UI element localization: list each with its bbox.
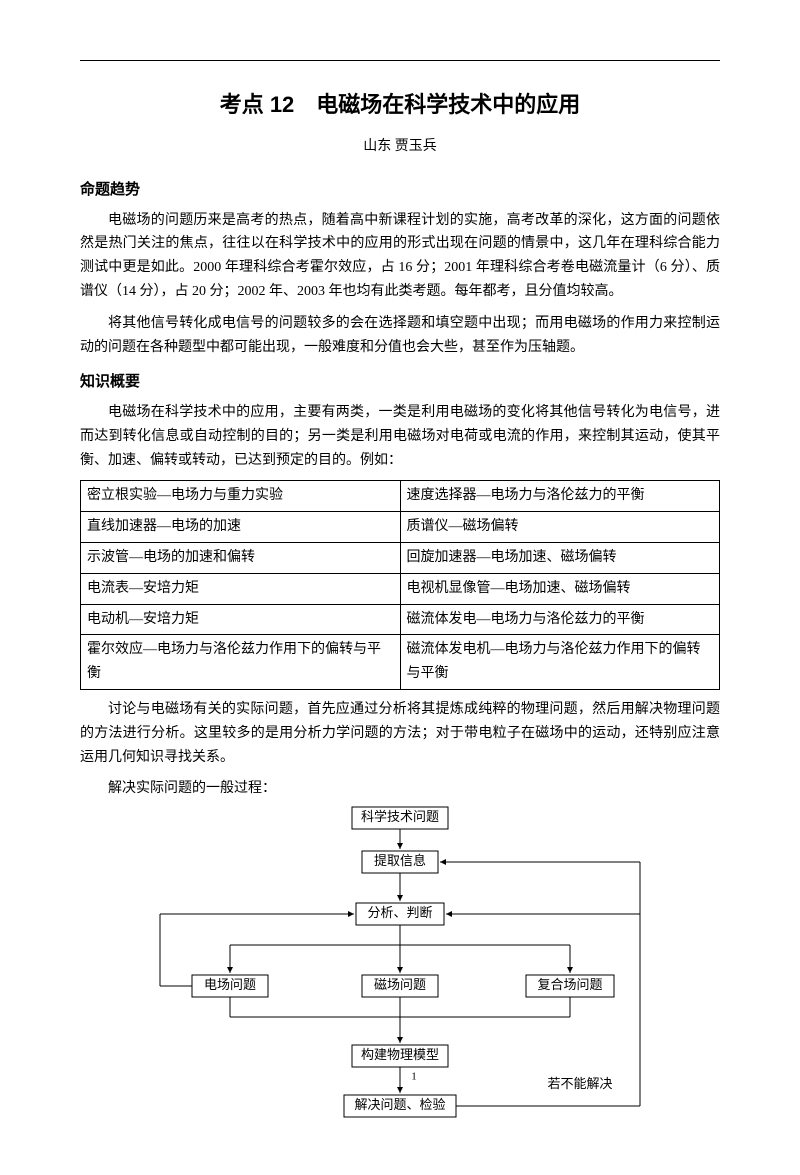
- table-row: 电流表—安培力矩电视机显像管—电场加速、磁场偏转: [81, 573, 720, 604]
- table-row: 电动机—安培力矩磁流体发电—电场力与洛伦兹力的平衡: [81, 604, 720, 635]
- flow-node-label: 提取信息: [374, 853, 426, 868]
- flow-mark-one: 1: [411, 1071, 417, 1083]
- table-row: 示波管—电场的加速和偏转回旋加速器—电场加速、磁场偏转: [81, 542, 720, 573]
- table-cell: 电流表—安培力矩: [81, 573, 401, 604]
- flow-node-label: 构建物理模型: [361, 1047, 439, 1062]
- section-heading-knowledge: 知识概要: [80, 369, 720, 395]
- paragraph: 电磁场的问题历来是高考的热点，随着高中新课程计划的实施，高考改革的深化，这方面的…: [80, 209, 720, 304]
- paragraph: 电磁场在科学技术中的应用，主要有两类，一类是利用电磁场的变化将其他信号转化为电信…: [80, 401, 720, 472]
- paragraph: 讨论与电磁场有关的实际问题，首先应通过分析将其提炼成纯粹的物理问题，然后用解决物…: [80, 698, 720, 769]
- flow-intro: 解决实际问题的一般过程：: [80, 777, 720, 801]
- flow-note-unsolved: 若不能解决: [547, 1076, 612, 1091]
- table-cell: 霍尔效应—电场力与洛伦兹力作用下的偏转与平衡: [81, 635, 401, 690]
- section-heading-trends: 命题趋势: [80, 177, 720, 203]
- author-line: 山东 贾玉兵: [80, 135, 720, 159]
- table-cell: 电动机—安培力矩: [81, 604, 401, 635]
- table-cell: 磁流体发电—电场力与洛伦兹力的平衡: [400, 604, 720, 635]
- flow-node-label: 分析、判断: [367, 905, 432, 920]
- table-cell: 示波管—电场的加速和偏转: [81, 542, 401, 573]
- flowchart-section: 解决实际问题的一般过程： 科学技术问题 提取信息 分析、判断 电场问题 磁: [80, 777, 720, 1135]
- flow-node-label: 电场问题: [204, 977, 256, 992]
- flow-node-label: 解决问题、检验: [354, 1097, 445, 1112]
- table-cell: 质谱仪—磁场偏转: [400, 512, 720, 543]
- paragraph: 将其他信号转化成电信号的问题较多的会在选择题和填空题中出现；而用电磁场的作用力来…: [80, 312, 720, 360]
- table-cell: 直线加速器—电场的加速: [81, 512, 401, 543]
- applications-table: 密立根实验—电场力与重力实验速度选择器—电场力与洛伦兹力的平衡直线加速器—电场的…: [80, 480, 720, 690]
- table-cell: 磁流体发电机—电场力与洛伦兹力作用下的偏转与平衡: [400, 635, 720, 690]
- table-row: 密立根实验—电场力与重力实验速度选择器—电场力与洛伦兹力的平衡: [81, 481, 720, 512]
- table-cell: 速度选择器—电场力与洛伦兹力的平衡: [400, 481, 720, 512]
- table-cell: 密立根实验—电场力与重力实验: [81, 481, 401, 512]
- table-cell: 回旋加速器—电场加速、磁场偏转: [400, 542, 720, 573]
- top-rule: [80, 60, 720, 61]
- process-flowchart: 科学技术问题 提取信息 分析、判断 电场问题 磁场问题 复合场问题 构建物理: [140, 805, 660, 1135]
- flow-node-label: 科学技术问题: [361, 809, 439, 824]
- table-row: 霍尔效应—电场力与洛伦兹力作用下的偏转与平衡磁流体发电机—电场力与洛伦兹力作用下…: [81, 635, 720, 690]
- flow-node-label: 磁场问题: [374, 977, 426, 992]
- flow-node-label: 复合场问题: [537, 977, 602, 992]
- table-cell: 电视机显像管—电场加速、磁场偏转: [400, 573, 720, 604]
- page-title: 考点 12 电磁场在科学技术中的应用: [80, 86, 720, 123]
- table-row: 直线加速器—电场的加速质谱仪—磁场偏转: [81, 512, 720, 543]
